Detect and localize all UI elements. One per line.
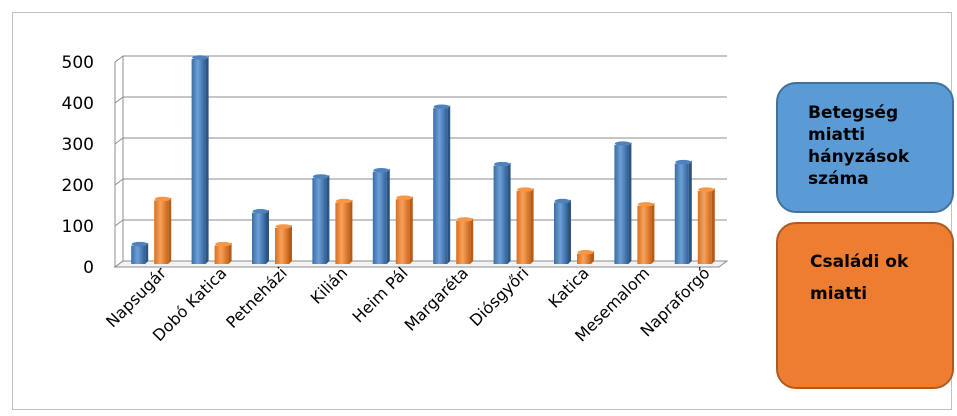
bar-top [698,187,715,192]
y-tick-label: 300 [62,135,94,155]
bar-betegseg [493,165,508,264]
bar-betegseg [372,171,387,264]
gridline-depth [114,137,124,145]
x-tick-label: Kilián [307,263,351,307]
bar-top [433,104,450,109]
bar-csaladi [516,191,531,264]
bar-side [349,199,353,264]
bar-top [131,241,148,247]
legend-series1: Betegség miatti hányzások száma [776,82,954,213]
bar-side [386,168,390,264]
bar-side [711,188,715,264]
x-tick-label: Heim Pál [349,263,412,326]
bar-csaladi [335,202,350,264]
bar-side [470,217,474,264]
bar-side [326,174,330,264]
bar-csaladi [456,220,471,264]
bar-betegseg [433,108,448,264]
bar-top [335,198,352,204]
bar-csaladi [637,205,652,264]
gridline-depth [114,219,124,227]
bar-csaladi [697,191,712,264]
bar-csaladi [275,227,289,264]
bar-betegseg [191,59,206,264]
floor [113,260,729,268]
bar-side [409,196,413,264]
bar-side [568,199,571,264]
bar-top [252,209,269,214]
bar-top [154,196,171,202]
bar-top [554,198,571,204]
legend-series2: Családi ok miatti [776,222,954,389]
bar-side [145,242,149,264]
y-tick-label: 500 [62,53,94,73]
x-tick-label: Diósgyőri [466,263,533,330]
bar-csaladi [214,245,229,264]
bar-top [614,141,631,146]
legend-series2-line1: Családi ok [810,252,909,272]
bars [131,55,715,264]
bar-side [228,242,232,264]
bar-side [168,197,172,264]
x-tick-label: Katica [545,263,593,311]
legend-series1-label: Betegség miatti hányzások száma [808,103,910,189]
bar-top [396,195,413,200]
gridline-depth [114,55,124,63]
bar-side [266,209,269,264]
bar-csaladi [395,199,410,264]
bar-top [675,159,692,165]
y-tick-label: 400 [62,94,94,114]
bar-side [530,188,534,264]
bar-csaladi [577,253,591,264]
chart-frame [12,12,952,410]
bar-top [192,55,209,60]
bar-side [289,224,292,264]
bar-top [494,161,511,167]
x-tick-label: Margaréta [401,263,472,334]
bar-betegseg [614,145,629,264]
bar-csaladi [154,200,169,264]
bar-top [517,187,534,192]
bar-top [215,241,232,247]
y-tick-label: 0 [83,258,94,278]
axes [113,56,729,268]
bar-top [312,174,329,179]
bar-side [205,56,209,264]
bar-top [577,250,594,255]
bar-betegseg [674,163,689,264]
y-tick-label: 100 [62,217,94,237]
bar-side [507,162,511,264]
y-tick-label: 200 [62,176,94,196]
x-tick-label: Petneházi [222,263,291,332]
bar-side [688,160,692,264]
bar-side [651,202,655,264]
bar-betegseg [312,177,327,264]
bar-side [591,250,594,264]
bar-betegseg [554,202,568,264]
bar-betegseg [131,245,146,264]
bar-top [637,202,654,207]
bar-side [628,142,632,264]
gridline-depth [114,96,124,104]
bar-betegseg [252,212,266,264]
bar-top [275,224,292,229]
bar-top [456,217,473,222]
legend-series2-line2: miatti [810,284,868,304]
bar-top [373,168,390,173]
gridline-depth [114,178,124,186]
y-tick-labels: 0 100 200 300 400 500 [62,53,94,278]
bar-side [447,105,451,264]
